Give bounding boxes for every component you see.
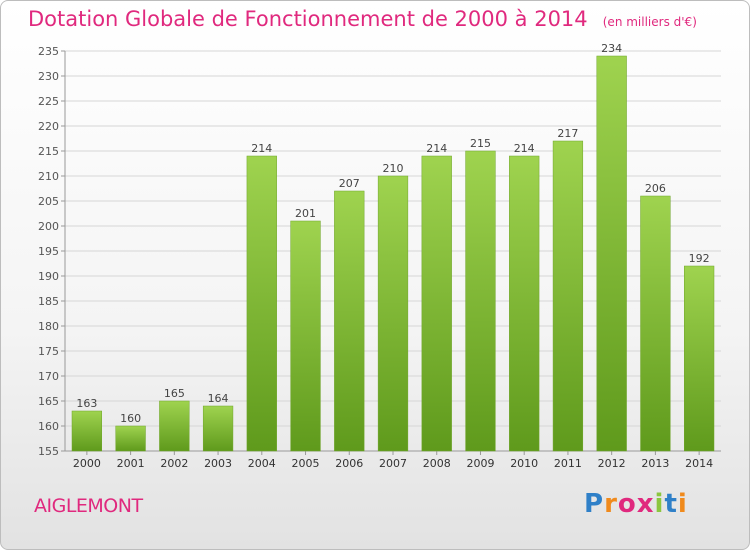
- x-tick-label: 2010: [510, 457, 538, 470]
- logo-letter: t: [664, 489, 678, 519]
- data-label: 234: [601, 42, 622, 55]
- place-name: AIGLEMONT: [34, 495, 143, 517]
- y-tick-label: 235: [38, 45, 59, 58]
- data-label: 214: [514, 142, 535, 155]
- x-tick-label: 2007: [379, 457, 407, 470]
- chart-subtitle: (en milliers d'€): [602, 15, 697, 29]
- y-tick-label: 200: [38, 220, 59, 233]
- logo-letter: i: [654, 489, 665, 519]
- title-row: Dotation Globale de Fonctionnement de 20…: [28, 7, 697, 31]
- y-tick-label: 215: [38, 145, 59, 158]
- logo-letter: P: [584, 489, 605, 519]
- bars: [71, 55, 715, 452]
- y-tick-label: 205: [38, 195, 59, 208]
- x-tick-label: 2002: [160, 457, 188, 470]
- data-label: 163: [76, 397, 97, 410]
- x-tick-label: 2001: [117, 457, 145, 470]
- y-tick-label: 220: [38, 120, 59, 133]
- data-label: 165: [164, 387, 185, 400]
- y-tick-label: 160: [38, 420, 59, 433]
- x-tick-label: 2006: [335, 457, 363, 470]
- data-label: 210: [383, 162, 404, 175]
- logo-letter: r: [604, 489, 618, 519]
- bar: [465, 150, 496, 452]
- bar: [421, 155, 452, 452]
- x-tick-label: 2000: [73, 457, 101, 470]
- bar: [640, 195, 671, 452]
- data-label: 214: [251, 142, 272, 155]
- x-tick-label: 2004: [248, 457, 276, 470]
- bar: [71, 410, 102, 452]
- y-tick-label: 170: [38, 370, 59, 383]
- y-tick-label: 165: [38, 395, 59, 408]
- y-tick-label: 210: [38, 170, 59, 183]
- x-tick-label: 2003: [204, 457, 232, 470]
- y-tick-label: 190: [38, 270, 59, 283]
- bar: [552, 140, 584, 452]
- bar: [596, 55, 627, 452]
- logo-letter: x: [636, 489, 655, 519]
- bar: [334, 190, 365, 452]
- y-tick-label: 230: [38, 70, 59, 83]
- y-tick-label: 175: [38, 345, 59, 358]
- data-label: 206: [645, 182, 666, 195]
- bar: [115, 425, 146, 452]
- y-tick-label: 180: [38, 320, 59, 333]
- chart-title: Dotation Globale de Fonctionnement de 20…: [28, 7, 588, 31]
- labels: 155 160 165 170 175 180 185 190 195 200 205 210 215 2…: [38, 42, 713, 470]
- bar: [684, 265, 715, 452]
- data-label: 160: [120, 412, 141, 425]
- x-tick-label: 2012: [598, 457, 626, 470]
- y-tick-label: 155: [38, 445, 59, 458]
- data-label: 215: [470, 137, 491, 150]
- x-tick-label: 2013: [641, 457, 669, 470]
- data-label: 192: [689, 252, 710, 265]
- bar: [202, 405, 234, 452]
- bar: [509, 155, 540, 452]
- x-tick-label: 2009: [466, 457, 494, 470]
- data-label: 207: [339, 177, 360, 190]
- data-label: 164: [208, 392, 229, 405]
- data-label: 217: [557, 127, 578, 140]
- y-tick-label: 195: [38, 245, 59, 258]
- proxiti-logo: Proxiti: [584, 489, 688, 519]
- logo-letter: i: [677, 489, 688, 519]
- bar: [246, 155, 277, 452]
- x-tick-label: 2011: [554, 457, 582, 470]
- bar: [290, 220, 321, 452]
- x-tick-label: 2005: [292, 457, 320, 470]
- bar: [377, 175, 409, 452]
- x-tick-label: 2014: [685, 457, 713, 470]
- data-label: 201: [295, 207, 316, 220]
- bar: [159, 400, 190, 452]
- y-tick-label: 185: [38, 295, 59, 308]
- y-tick-label: 225: [38, 95, 59, 108]
- data-label: 214: [426, 142, 447, 155]
- x-tick-label: 2008: [423, 457, 451, 470]
- logo-letter: o: [617, 489, 637, 519]
